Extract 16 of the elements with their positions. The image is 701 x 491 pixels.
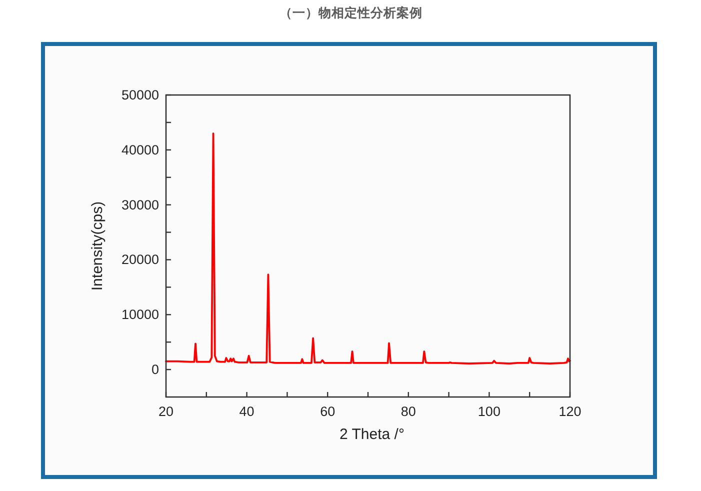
y-tick-label: 20000 [121, 252, 159, 268]
x-tick-label: 20 [158, 404, 174, 419]
y-tick-label: 30000 [121, 197, 159, 212]
y-tick-label: 0 [151, 362, 159, 378]
x-tick-label: 100 [478, 404, 500, 419]
y-tick-label: 10000 [121, 307, 159, 322]
line-series [165, 132, 571, 364]
x-tick-label: 60 [320, 404, 336, 419]
y-tick-label: 40000 [121, 142, 159, 158]
x-tick-label: 120 [558, 404, 582, 419]
y-tick-label: 50000 [121, 88, 159, 102]
x-tick-label: 80 [400, 404, 416, 419]
x-axis-title: 2 Theta /° [340, 426, 404, 443]
chart-title: （一）物相定性分析案例 [280, 5, 422, 20]
y-axis-title: Intensity(cps) [89, 201, 106, 291]
x-tick-label: 40 [239, 404, 254, 419]
